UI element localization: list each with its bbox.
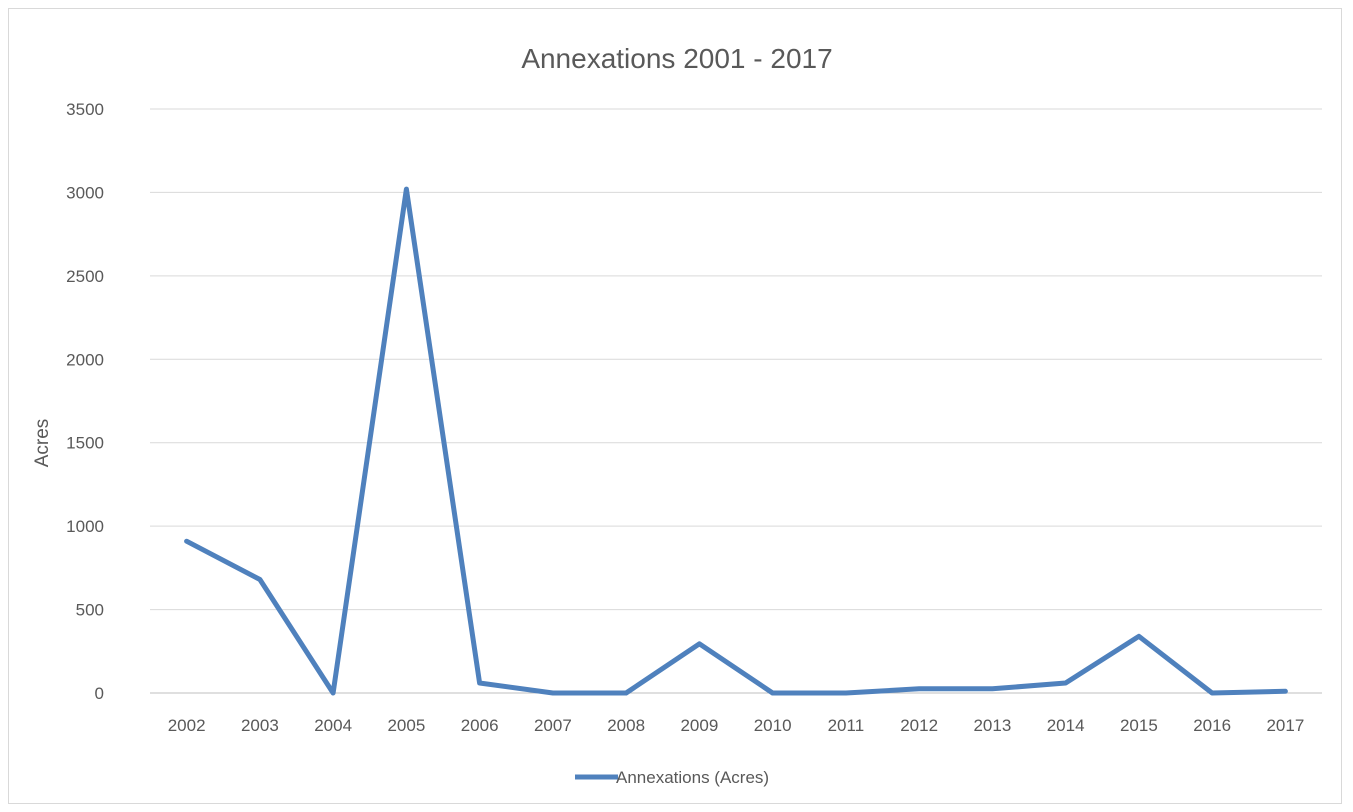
- y-tick-label: 500: [76, 601, 104, 620]
- x-axis-ticks: 2002 2003 2004 2005 2006 2007 2008 2009 2010 2011…: [168, 716, 1305, 735]
- data-point: [772, 693, 773, 694]
- data-point: [992, 688, 993, 689]
- data-point: [1285, 691, 1286, 692]
- legend: Annexations (Acres): [575, 768, 769, 787]
- series-layer: [184, 186, 1288, 696]
- data-point: [626, 693, 627, 694]
- y-tick-label: 3500: [66, 100, 104, 119]
- x-tick-label: 2010: [754, 716, 792, 735]
- x-tick-label: 2009: [680, 716, 718, 735]
- y-tick-label: 1000: [66, 517, 104, 536]
- y-axis-ticks: 0 500 1000 1500 2000 2500 3000 3500: [66, 100, 104, 703]
- y-tick-label: 1500: [66, 434, 104, 453]
- data-point: [406, 189, 407, 190]
- series-line-0: [184, 186, 1288, 696]
- x-tick-label: 2005: [387, 716, 425, 735]
- x-tick-label: 2013: [973, 716, 1011, 735]
- chart-frame: [8, 8, 1342, 804]
- x-tick-label: 2011: [828, 716, 865, 735]
- x-tick-label: 2014: [1047, 716, 1085, 735]
- data-point: [479, 682, 480, 683]
- y-tick-label: 2000: [66, 350, 104, 369]
- data-point: [919, 688, 920, 689]
- data-point: [552, 693, 553, 694]
- x-tick-label: 2016: [1193, 716, 1231, 735]
- data-point: [186, 541, 187, 542]
- legend-label-annexations: Annexations (Acres): [616, 768, 769, 787]
- y-tick-label: 0: [95, 684, 104, 703]
- x-tick-label: 2004: [314, 716, 352, 735]
- data-point: [1138, 636, 1139, 637]
- data-point: [1065, 682, 1066, 683]
- chart-title: Annexations 2001 - 2017: [521, 43, 832, 74]
- y-tick-label: 2500: [66, 267, 104, 286]
- x-tick-label: 2008: [607, 716, 645, 735]
- y-axis-label: Acres: [32, 419, 53, 468]
- x-tick-label: 2015: [1120, 716, 1158, 735]
- data-point: [845, 693, 846, 694]
- y-tick-label: 3000: [66, 183, 104, 202]
- data-point: [259, 579, 260, 580]
- x-tick-label: 2012: [900, 716, 938, 735]
- x-tick-label: 2006: [461, 716, 499, 735]
- gridlines: [150, 108, 1322, 694]
- x-tick-label: 2007: [534, 716, 572, 735]
- data-point: [333, 693, 334, 694]
- data-point: [1212, 693, 1213, 694]
- x-tick-label: 2002: [168, 716, 206, 735]
- x-tick-label: 2003: [241, 716, 279, 735]
- data-point: [699, 643, 700, 644]
- x-tick-label: 2017: [1266, 716, 1304, 735]
